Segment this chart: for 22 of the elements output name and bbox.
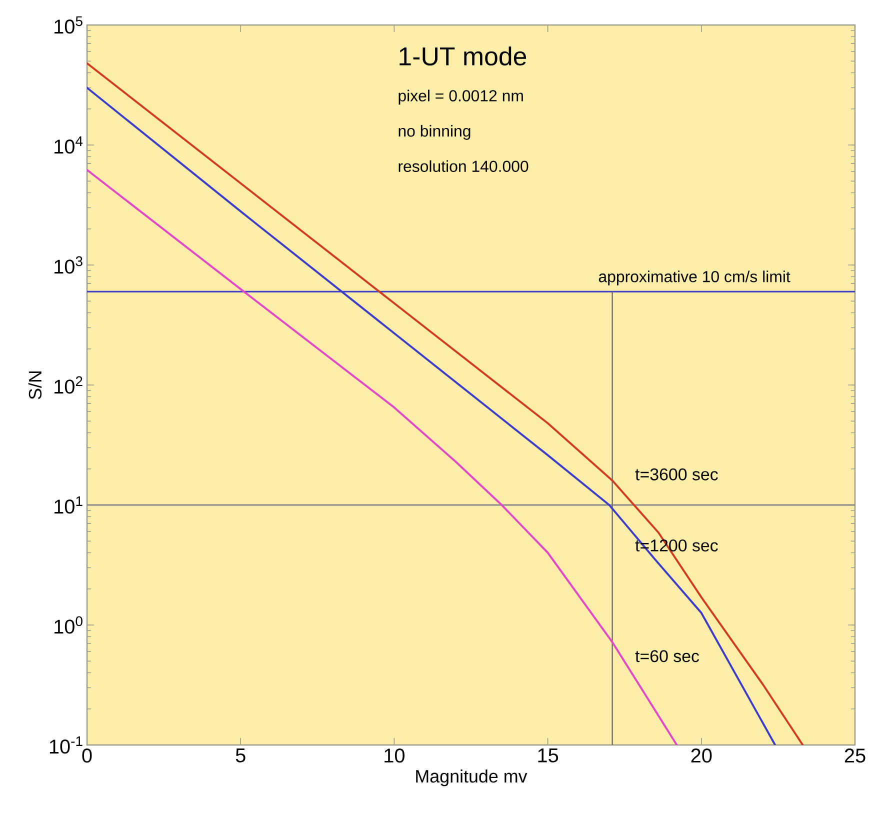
y-tick-label: 10$^{2}$ bbox=[54, 376, 82, 394]
ref-line-label: approximative 10 cm/s limit bbox=[598, 270, 790, 286]
y-tick-label: 10$^{1}$ bbox=[54, 496, 82, 514]
y-tick-label: 10$^{3}$ bbox=[54, 256, 82, 274]
x-tick-label: 0 bbox=[82, 748, 92, 763]
annotation: resolution 140.000 bbox=[398, 160, 528, 172]
annotation: no binning bbox=[398, 125, 470, 140]
x-tick-label: 20 bbox=[691, 748, 712, 763]
y-tick-label: 10$^{5}$ bbox=[54, 16, 82, 34]
text: 1-UT mode bbox=[400, 46, 526, 66]
annotation: pixel = 0.0012 nm bbox=[398, 90, 523, 105]
y-tick-label: 10$^{-1}$ bbox=[50, 736, 82, 754]
x-tick-label: 5 bbox=[236, 748, 246, 762]
x-axis-title: Magnitude mv bbox=[416, 769, 528, 786]
y-tick-label: 10$^{4}$ bbox=[54, 136, 83, 154]
x-tick-label: 15 bbox=[538, 748, 558, 762]
x-tick-label: 10 bbox=[384, 748, 404, 763]
y-tick-label: 10$^{0}$ bbox=[54, 616, 82, 634]
series-label: t=3600 sec bbox=[635, 468, 718, 480]
series-label: t=60 sec bbox=[635, 650, 700, 662]
x-tick-label: 25 bbox=[844, 748, 866, 763]
y-axis-title: S/N bbox=[28, 372, 42, 400]
